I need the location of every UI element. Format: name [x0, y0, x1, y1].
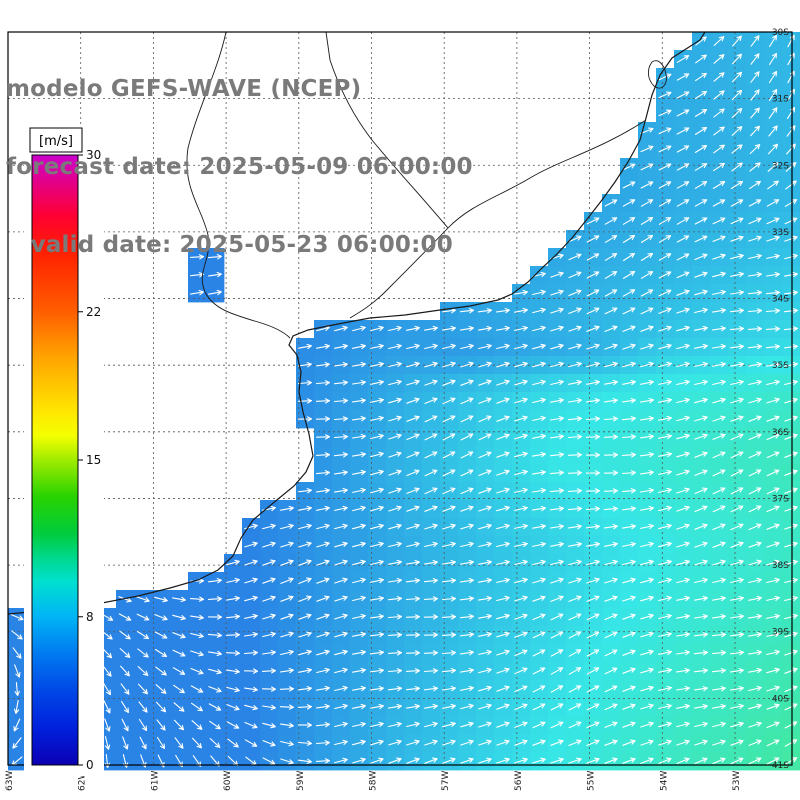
valid-date: valid date: 2025-05-23 06:00:00	[6, 232, 453, 258]
lon-label: 59W	[296, 771, 306, 791]
frame	[7, 31, 793, 766]
colorbar-tick-label: 0	[86, 758, 94, 772]
lon-label: 57W	[441, 771, 451, 791]
lon-label: 58W	[369, 771, 379, 791]
lon-label: 55W	[587, 771, 597, 791]
colorbar-tick-label: 30	[86, 148, 101, 162]
lat-label: 41S	[772, 761, 789, 771]
lat-label: 38S	[772, 561, 789, 571]
lat-label: 34S	[772, 295, 789, 305]
lat-label: 36S	[772, 428, 789, 438]
border-line	[325, 31, 449, 229]
lon-label: 63W	[5, 771, 15, 791]
map-frame	[7, 31, 793, 766]
plot-title-block: modelo GEFS-WAVE (NCEP) forecast date: 2…	[6, 24, 473, 310]
colorbar-tick-label: 15	[86, 453, 101, 467]
coastal-lagoon	[647, 60, 667, 89]
model-title: modelo GEFS-WAVE (NCEP)	[6, 76, 362, 102]
coastline-path	[7, 31, 706, 615]
lon-label: 54W	[659, 771, 669, 791]
lat-labels: 30S 31S 32S 33S 34S 35S 36S 37S 38S 39S 40S 41S	[772, 28, 789, 771]
lon-label: 56W	[514, 771, 524, 791]
lat-label: 30S	[772, 28, 789, 38]
lat-label: 39S	[772, 628, 789, 638]
forecast-date: forecast date: 2025-05-09 06:00:00	[6, 154, 473, 180]
lon-label: 53W	[732, 771, 742, 791]
lat-label: 31S	[772, 95, 789, 105]
river-line-2	[186, 31, 291, 339]
colorbar: 30 22 15 8 0 [m/s]	[24, 124, 104, 776]
coastline	[7, 31, 706, 615]
colorbar-tick-label: 8	[86, 610, 94, 624]
river-line-1	[349, 119, 647, 319]
lat-label: 40S	[772, 694, 789, 704]
lat-label: 32S	[772, 161, 789, 171]
lon-labels: 63W 62W 61W 60W 59W 58W 57W 56W 55W 54W 53W	[5, 771, 742, 791]
colorbar-tick-label: 22	[86, 305, 101, 319]
lat-label: 37S	[772, 494, 789, 504]
lon-label: 60W	[223, 771, 233, 791]
colorbar-unit-box	[29, 127, 83, 153]
lon-label: 62W	[78, 771, 88, 791]
lat-label: 33S	[772, 228, 789, 238]
colorbar-unit-label: [m/s]	[39, 134, 73, 149]
lon-label: 61W	[150, 771, 160, 791]
lat-label: 35S	[772, 361, 789, 371]
